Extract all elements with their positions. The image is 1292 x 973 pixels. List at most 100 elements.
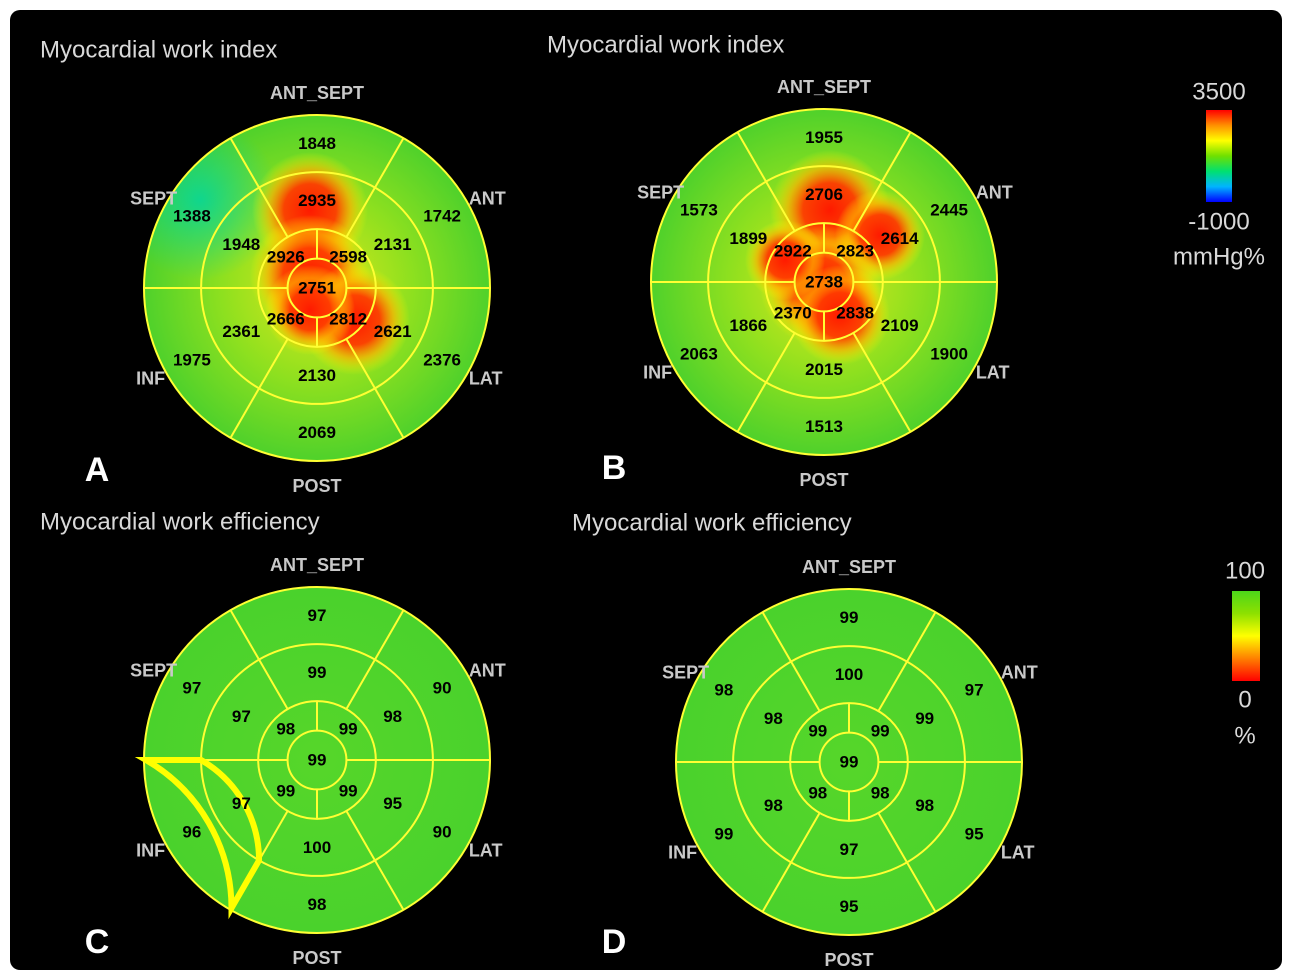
- panel-letter: D: [602, 923, 627, 961]
- segment-value-apical-ant: 2823: [836, 241, 874, 260]
- divider: [877, 611, 937, 712]
- label-post: POST: [799, 470, 848, 490]
- panel-a: 1848 1742 2376 2069 1975 1388 2935 2131 2621 2130…: [40, 37, 506, 497]
- segment-value-basal-inf: 1975: [173, 351, 211, 370]
- color-bar: [1206, 110, 1232, 202]
- segment-value-apical-sept: 98: [276, 719, 295, 738]
- segment-value-basal-ant: 90: [433, 678, 452, 697]
- direction-labels: ANT_SEPT POST ANT LAT INF SEPT: [130, 555, 506, 968]
- segment-value-mid-lat: 2109: [881, 316, 919, 335]
- segment-value-apical-ant: 99: [339, 719, 358, 738]
- bullseye-fill: [144, 587, 490, 933]
- segment-value-mid-inf: 97: [232, 794, 251, 813]
- segment-value-apical-inf: 2370: [774, 304, 812, 323]
- segment-value-apical-lat: 2812: [329, 310, 367, 329]
- segment-value-basal-lat: 95: [965, 825, 984, 844]
- panel-letter: B: [602, 449, 627, 487]
- label-sept: SEPT: [130, 661, 177, 681]
- segment-value-mid-lat: 95: [383, 794, 402, 813]
- scale-max-label: 100: [1225, 558, 1265, 585]
- divider: [852, 131, 912, 232]
- segment-values: 97 90 90 98 96 97 99 98 95 100 97 97 99 99 99 98 99: [182, 606, 451, 914]
- divider: [761, 611, 821, 712]
- segment-value-basal-ant-sept: 1848: [298, 134, 336, 153]
- segment-value-mid-ant: 2131: [374, 235, 412, 254]
- label-sept: SEPT: [637, 183, 684, 203]
- scale-max-label: 3500: [1192, 79, 1245, 106]
- panel-title: Myocardial work index: [547, 32, 784, 59]
- segment-value-basal-lat: 90: [433, 823, 452, 842]
- segment-value-apical-sept: 2926: [267, 247, 305, 266]
- panel-letter: C: [85, 923, 110, 961]
- segment-value-apical-lat: 99: [339, 782, 358, 801]
- label-post: POST: [824, 950, 873, 970]
- heat-overlay: [745, 150, 925, 365]
- segment-value-mid-ant: 98: [383, 707, 402, 726]
- label-lat: LAT: [976, 363, 1010, 383]
- panel-title: Myocardial work efficiency: [572, 510, 852, 537]
- divider: [345, 609, 405, 710]
- segment-value-basal-inf: 96: [182, 823, 201, 842]
- segment-value-apical-inf: 98: [808, 784, 827, 803]
- segment-grid: [650, 108, 998, 456]
- segment-value-basal-post: 98: [308, 895, 327, 914]
- segment-value-mid-sept: 1899: [729, 229, 767, 248]
- divider: [736, 131, 796, 232]
- segment-value-apex: 2751: [298, 279, 336, 298]
- segment-value-basal-sept: 1573: [680, 200, 718, 219]
- divider: [345, 137, 405, 238]
- label-lat: LAT: [1001, 843, 1035, 863]
- segment-values: 99 97 95 95 99 98 100 99 98 97 98 98 99 98 98 99 99: [714, 608, 983, 916]
- segment-value-basal-sept: 1388: [173, 206, 211, 225]
- label-post: POST: [292, 476, 341, 496]
- segment-value-basal-inf: 99: [714, 825, 733, 844]
- segment-value-basal-lat: 1900: [930, 345, 968, 364]
- segment-grid: [675, 588, 1023, 936]
- divider: [761, 812, 821, 913]
- segment-value-mid-ant: 2614: [881, 229, 919, 248]
- segment-value-mid-ant-sept: 2935: [298, 191, 336, 210]
- panel-title: Myocardial work index: [40, 37, 277, 64]
- segment-value-basal-ant-sept: 97: [308, 606, 327, 625]
- label-sept: SEPT: [130, 189, 177, 209]
- segment-value-mid-post: 2130: [298, 366, 336, 385]
- label-inf: INF: [136, 841, 165, 861]
- segment-value-mid-sept: 98: [764, 709, 783, 728]
- panel-title: Myocardial work efficiency: [40, 509, 320, 536]
- bullseye-fill: [676, 589, 1022, 935]
- segment-value-apical-inf: 2666: [267, 310, 305, 329]
- segment-value-apical-ant: 99: [871, 721, 890, 740]
- segment-values: 1848 1742 2376 2069 1975 1388 2935 2131 2621 2130…: [173, 134, 461, 442]
- segment-value-mid-sept: 1948: [222, 235, 260, 254]
- divider: [229, 137, 289, 238]
- divider: [229, 338, 289, 439]
- direction-labels: ANT_SEPT POST ANT LAT INF SEPT: [130, 83, 506, 496]
- panel-b: 1955 2445 1900 1513 2063 1573 2706 2614 2109 2015…: [547, 32, 1013, 491]
- segment-value-mid-ant-sept: 100: [835, 665, 863, 684]
- color-scale-work: 3500 -1000 mmHg%: [1173, 79, 1265, 271]
- scale-unit-label: mmHg%: [1173, 244, 1265, 271]
- segment-value-basal-ant-sept: 99: [840, 608, 859, 627]
- selected-segment-outline[interactable]: [134, 757, 263, 920]
- segment-value-mid-inf: 98: [764, 796, 783, 815]
- label-lat: LAT: [469, 841, 503, 861]
- label-post: POST: [292, 948, 341, 968]
- segment-value-apical-ant: 2598: [329, 247, 367, 266]
- label-ant-sept: ANT_SEPT: [777, 77, 871, 97]
- segment-value-basal-sept: 98: [714, 680, 733, 699]
- divider: [877, 812, 937, 913]
- panels-layer: 1848 1742 2376 2069 1975 1388 2935 2131 2621 2130…: [40, 32, 1038, 971]
- scale-min-label: 0: [1238, 687, 1251, 714]
- segment-value-mid-inf: 2361: [222, 322, 260, 341]
- segment-values: 1955 2445 1900 1513 2063 1573 2706 2614 2109 2015…: [680, 128, 968, 436]
- segment-value-apical-lat: 98: [871, 784, 890, 803]
- segment-value-mid-ant-sept: 99: [308, 663, 327, 682]
- panel-c: 97909098969799989510097979999999899ANT_S…: [40, 509, 506, 969]
- segment-value-mid-post: 100: [303, 838, 331, 857]
- segment-value-basal-inf: 2063: [680, 345, 718, 364]
- label-ant: ANT: [976, 183, 1013, 203]
- segment-value-mid-ant: 99: [915, 709, 934, 728]
- divider: [229, 609, 289, 710]
- segment-value-mid-sept: 97: [232, 707, 251, 726]
- segment-value-apex: 99: [308, 751, 327, 770]
